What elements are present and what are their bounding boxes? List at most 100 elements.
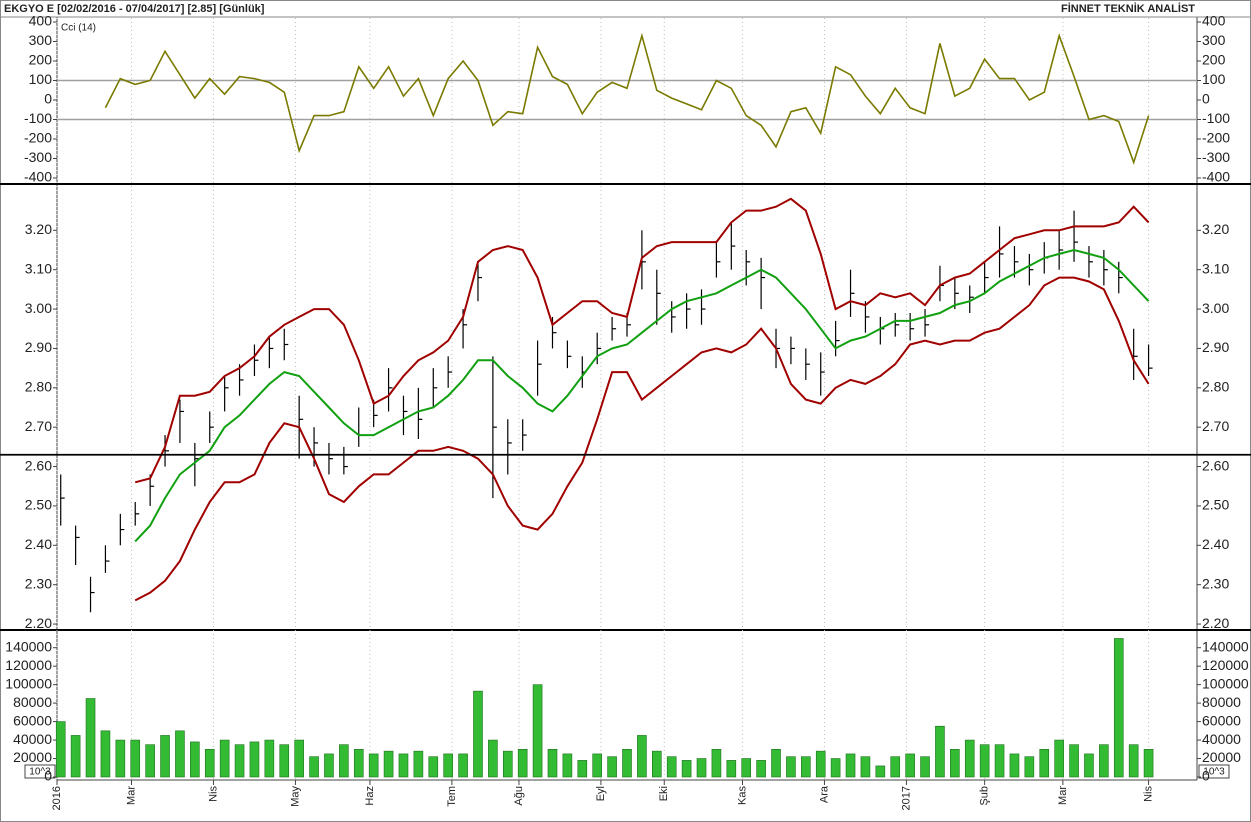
y-tick-label: 3.10 — [25, 260, 52, 276]
volume-bar — [637, 735, 647, 778]
volume-bar — [815, 750, 826, 778]
y-tick-label: 120000 — [1202, 657, 1249, 673]
y-tick-label: 200 — [29, 52, 53, 68]
y-tick-label: 3.00 — [1202, 300, 1229, 316]
volume-bar — [324, 753, 334, 778]
y-tick-label: 100 — [1202, 71, 1226, 87]
volume-bar — [771, 748, 781, 778]
volume-bar — [726, 760, 737, 778]
volume-bar — [100, 730, 111, 778]
volume-bar — [1039, 748, 1050, 778]
x-tick-label: Eyl — [595, 786, 607, 801]
x-tick-label: Mar — [125, 786, 137, 805]
band-middle — [134, 248, 1150, 543]
y-tick-label: 0 — [1202, 91, 1210, 107]
volume-bar — [666, 756, 677, 778]
volume-bar — [279, 744, 290, 778]
volume-bar — [1054, 739, 1064, 778]
volume-bar — [756, 760, 766, 778]
volume-bar — [950, 748, 960, 778]
volume-bar — [622, 748, 632, 778]
y-tick-label: 100000 — [1202, 675, 1249, 691]
y-tick-label: -100 — [1202, 110, 1230, 126]
y-tick-label: 2.60 — [1202, 457, 1229, 473]
y-tick-label: 100000 — [5, 675, 52, 691]
volume-bar — [175, 730, 185, 778]
volume-bar — [249, 741, 260, 778]
y-tick-label: 2.20 — [1202, 615, 1229, 631]
volume-bar — [652, 750, 662, 778]
volume-bar — [85, 698, 96, 778]
volume-bar — [70, 735, 81, 778]
volume-bar — [532, 684, 543, 778]
volume-bar — [801, 756, 811, 778]
y-tick-label: 2.40 — [25, 536, 52, 552]
x-tick-label: Mar — [1057, 786, 1069, 805]
volume-bar — [994, 744, 1005, 778]
volume-bar — [860, 756, 871, 778]
volume-bar — [935, 725, 945, 778]
volume-bar — [428, 756, 439, 778]
y-tick-label: 2.50 — [1202, 497, 1229, 513]
volume-bar — [890, 756, 901, 778]
y-tick-label: 60000 — [13, 712, 52, 728]
volume-bar — [1113, 638, 1124, 778]
volume-bar — [1128, 744, 1139, 778]
volume-bar — [1024, 756, 1035, 778]
volume-bar — [219, 739, 230, 778]
volume-bar — [383, 750, 394, 778]
volume-bar — [1009, 753, 1020, 778]
y-tick-label: 2.20 — [25, 615, 52, 631]
y-tick-label: 3.20 — [25, 221, 52, 237]
volume-bar — [55, 721, 66, 778]
y-tick-label: 20000 — [13, 749, 52, 765]
volume-bar — [577, 760, 588, 778]
x-tick-label: Kas — [736, 786, 748, 805]
x-tick-label: Ara — [818, 785, 830, 803]
unit-box — [1198, 764, 1230, 779]
x-tick-label: May — [289, 786, 301, 807]
volume-bar — [234, 744, 245, 778]
volume-bar — [741, 758, 752, 778]
unit-label: 10^3 — [29, 767, 51, 778]
y-tick-label: 2.30 — [1202, 575, 1229, 591]
volume-bar — [190, 741, 200, 778]
volume-bar — [905, 753, 915, 778]
volume-bar — [458, 753, 468, 778]
volume-bar — [517, 748, 528, 778]
y-tick-label: 140000 — [1202, 638, 1249, 654]
y-tick-label: -400 — [1202, 169, 1230, 185]
y-tick-label: 20000 — [1202, 749, 1241, 765]
x-tick-label: 2016 — [51, 786, 63, 810]
x-tick-label: Şub — [979, 786, 991, 806]
volume-bar — [696, 758, 707, 778]
volume-bar — [309, 756, 319, 778]
y-tick-label: 300 — [29, 32, 53, 48]
volume-bar — [592, 753, 602, 778]
volume-bar — [845, 753, 856, 778]
volume-bar — [488, 739, 498, 778]
unit-label: 10^3 — [1203, 767, 1225, 778]
y-tick-label: 0 — [44, 768, 52, 784]
volume-bar — [547, 748, 558, 778]
y-tick-label: 0 — [44, 91, 52, 107]
y-tick-label: 2.50 — [25, 497, 52, 513]
band-upper — [134, 197, 1150, 484]
y-tick-label: 2.80 — [25, 379, 52, 395]
volume-bar — [964, 739, 975, 778]
x-tick-label: Nis — [207, 786, 219, 802]
unit-box — [24, 764, 56, 779]
volume-bar — [562, 753, 573, 778]
volume-bar — [1084, 753, 1094, 778]
volume-bar — [443, 753, 453, 778]
volume-bar — [353, 748, 364, 778]
y-tick-label: 100 — [29, 71, 53, 87]
volume-bar — [339, 744, 349, 778]
volume-bar — [204, 748, 215, 778]
y-tick-label: 2.90 — [25, 339, 52, 355]
x-tick-label: Haz — [364, 786, 376, 806]
volume-bar — [607, 756, 617, 778]
volume-bar — [1143, 748, 1154, 778]
